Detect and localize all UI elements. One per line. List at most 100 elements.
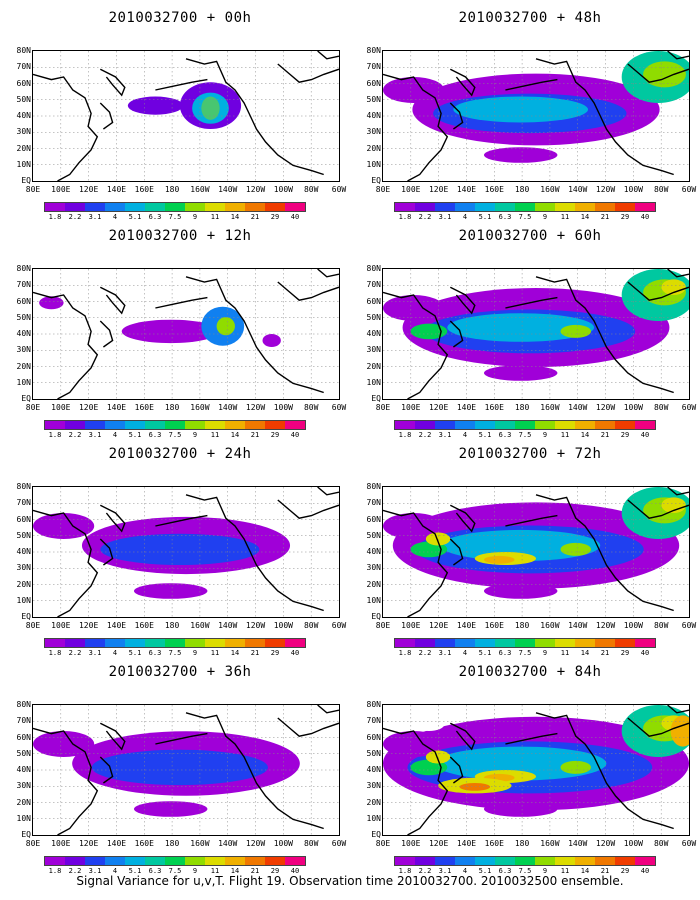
colorbar-tick-label: 6.3	[498, 431, 512, 439]
colorbar-swatch	[165, 639, 185, 647]
colorbar-tick-label: 6.3	[498, 649, 512, 657]
colorbar-swatch	[65, 203, 85, 211]
colorbar-swatch	[105, 639, 125, 647]
colorbar-swatch	[125, 203, 145, 211]
colorbar-swatch	[635, 639, 655, 647]
colorbar-swatch	[515, 639, 535, 647]
lat-label: 10N	[16, 595, 31, 605]
lon-label: 60W	[331, 403, 347, 412]
coastline	[449, 68, 476, 97]
lon-label: 120W	[245, 621, 266, 630]
colorbar-swatch	[455, 857, 475, 865]
lat-label: 70N	[16, 716, 31, 726]
colorbar-swatch	[395, 639, 415, 647]
variance-contour	[133, 801, 208, 817]
colorbar-swatch	[535, 857, 555, 865]
variance-contour	[33, 731, 95, 757]
colorbar-tick-label: 29	[620, 649, 630, 657]
lon-label: 140W	[568, 621, 588, 630]
coastline	[449, 538, 464, 566]
coastline	[185, 276, 324, 394]
colorbar-swatch	[575, 857, 595, 865]
coastline	[317, 487, 339, 496]
lat-label: 30N	[366, 563, 381, 573]
colorbar-swatch	[285, 857, 305, 865]
colorbar-swatch	[435, 421, 455, 429]
colorbar-swatch	[165, 421, 185, 429]
lon-label: 160E	[484, 185, 504, 194]
lat-label: 50N	[366, 312, 381, 322]
colorbar-tick-label: 11	[210, 213, 220, 221]
colorbar-swatch	[105, 421, 125, 429]
lat-label: 70N	[16, 280, 31, 290]
colorbar	[394, 202, 656, 212]
colorbar-tick-label: 1.8	[398, 867, 412, 875]
map-frame	[382, 486, 690, 618]
coastline	[277, 63, 339, 83]
colorbar-swatch	[65, 857, 85, 865]
colorbar-tick-label: 4	[462, 649, 468, 657]
coastline	[627, 63, 689, 83]
colorbar-swatch	[65, 639, 85, 647]
colorbar-swatch	[45, 639, 65, 647]
colorbar-swatch	[245, 857, 265, 865]
map-plot	[33, 51, 339, 181]
lon-label: 100W	[623, 621, 643, 630]
colorbar-tick-label: 14	[230, 649, 240, 657]
colorbar-tick-label: 1.8	[398, 431, 412, 439]
variance-contour	[435, 746, 607, 781]
lat-label: 20N	[366, 361, 381, 371]
colorbar-swatch	[85, 421, 105, 429]
variance-contour	[91, 749, 269, 786]
colorbar-swatch	[225, 639, 245, 647]
coastline	[667, 705, 689, 714]
lat-label: 50N	[16, 312, 31, 322]
lon-label: 100E	[401, 621, 421, 630]
colorbar-tick-label: 1.8	[48, 649, 62, 657]
colorbar-tick-label: 2.2	[68, 431, 82, 439]
colorbar-swatch	[515, 421, 535, 429]
colorbar-tick-label: 14	[580, 213, 590, 221]
colorbar	[44, 638, 306, 648]
lon-label: 180	[164, 185, 180, 194]
colorbar-swatch	[145, 203, 165, 211]
lat-label: 60N	[366, 78, 381, 88]
colorbar-swatch	[205, 857, 225, 865]
variance-contour	[441, 529, 601, 562]
colorbar-tick-label: 9	[192, 649, 198, 657]
variance-contour	[100, 533, 260, 565]
lon-label: 120E	[428, 403, 449, 412]
coastline	[449, 504, 476, 533]
colorbar-tick-label: 21	[600, 867, 610, 875]
colorbar-swatch	[515, 203, 535, 211]
lat-label: 50N	[16, 94, 31, 104]
colorbar-swatch	[225, 203, 245, 211]
lon-label: 160E	[134, 839, 154, 848]
variance-contour	[560, 324, 592, 338]
colorbar-tick-label: 11	[560, 431, 570, 439]
map-frame	[32, 704, 340, 836]
lon-label: 100E	[51, 185, 71, 194]
colorbar-swatch	[85, 203, 105, 211]
colorbar-tick-label: 21	[600, 213, 610, 221]
colorbar-tick-label: 1.8	[398, 649, 412, 657]
lon-label: 80E	[375, 621, 391, 630]
map-plot	[383, 269, 689, 399]
colorbar-swatch	[285, 203, 305, 211]
colorbar-tick-label: 40	[640, 649, 650, 657]
colorbar-swatch	[205, 421, 225, 429]
colorbar-swatch	[185, 639, 205, 647]
colorbar-tick-label: 5.1	[128, 431, 142, 439]
colorbar-swatch	[635, 421, 655, 429]
map-frame	[32, 50, 340, 182]
variance-contour	[661, 497, 686, 513]
colorbar	[394, 420, 656, 430]
colorbar-tick-label: 40	[640, 867, 650, 875]
coastline	[33, 291, 99, 399]
lon-label: 100E	[401, 839, 421, 848]
colorbar-swatch	[475, 421, 495, 429]
colorbar-swatch	[435, 203, 455, 211]
colorbar-tick-label: 7.5	[518, 213, 532, 221]
lon-label: 80W	[653, 839, 669, 848]
lat-label: 50N	[16, 748, 31, 758]
